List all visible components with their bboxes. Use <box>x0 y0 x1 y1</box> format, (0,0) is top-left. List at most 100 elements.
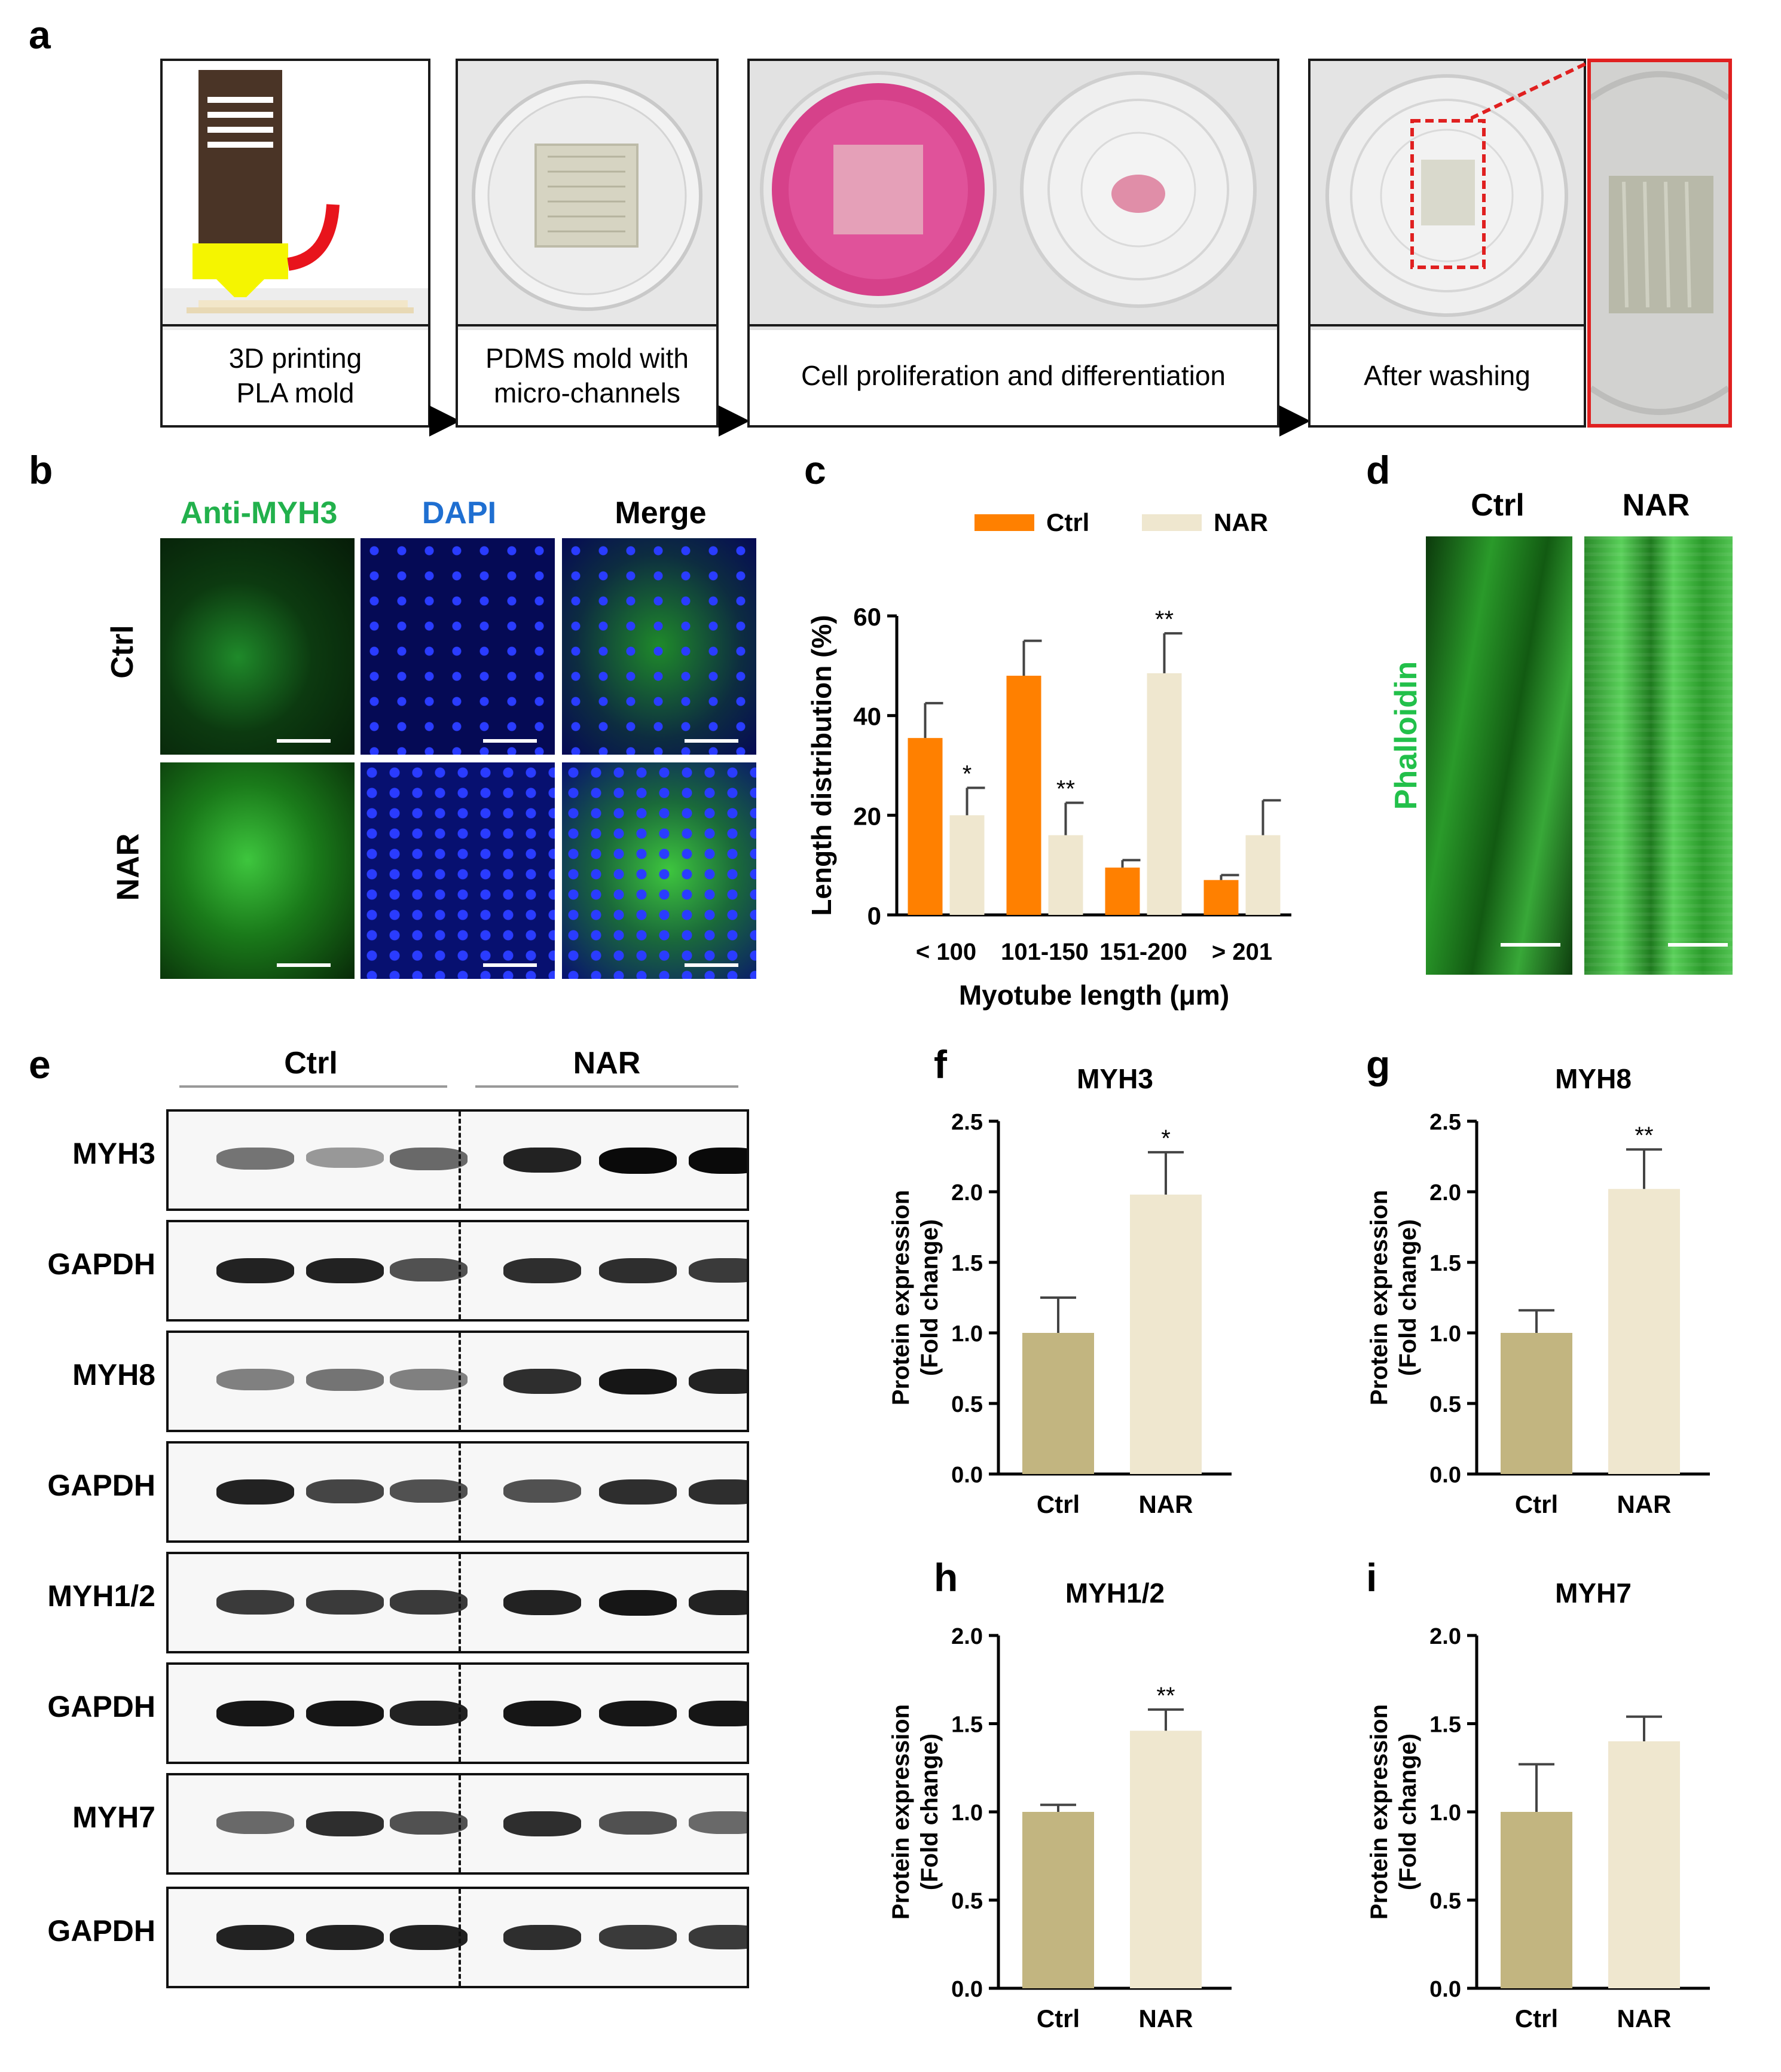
blot-band <box>503 1811 581 1836</box>
y-tick-label: 0.5 <box>1429 1889 1461 1914</box>
step-after-washing: After washing <box>1308 59 1586 428</box>
y-axis-label-line1: Protein expression <box>888 1704 914 1920</box>
stain-label-phalloidin: Phalloidin <box>1389 661 1424 810</box>
image-ctrl-phalloidin <box>1426 536 1572 975</box>
group-underline-nar <box>475 1085 738 1088</box>
blot-band <box>390 1701 468 1726</box>
image-nar-merge <box>562 762 756 979</box>
blot-label-myh7: MYH7 <box>72 1801 155 1834</box>
x-tick-label: Ctrl <box>1037 2004 1080 2033</box>
blot-label-myh3: MYH3 <box>72 1137 155 1170</box>
y-tick-label: 2.5 <box>951 1110 983 1135</box>
bar-ctrl <box>1105 867 1140 915</box>
blot-band <box>599 1925 677 1949</box>
lane-divider <box>459 1112 461 1209</box>
blot-band <box>306 1369 384 1391</box>
image-ctrl-merge <box>562 538 756 755</box>
step-pdms-mold: PDMS mold with micro-channels <box>456 59 719 428</box>
blot-band <box>503 1590 581 1616</box>
y-tick-label: 1.0 <box>951 1801 983 1826</box>
bar-nar <box>1130 1731 1202 1988</box>
y-tick-label: 0.5 <box>1429 1392 1461 1417</box>
chart-title: MYH1/2 <box>1065 1577 1165 1609</box>
x-tick-label: Ctrl <box>1515 1490 1558 1518</box>
significance-mark: ** <box>1635 1122 1653 1149</box>
blot-band <box>689 1369 747 1394</box>
row-label-ctrl: Ctrl <box>105 625 140 679</box>
y-tick-label: 2.0 <box>1429 1180 1461 1206</box>
blot-band <box>216 1148 294 1170</box>
blot-strip <box>166 1773 749 1875</box>
blot-band <box>689 1811 747 1834</box>
blot-band <box>599 1479 677 1505</box>
blot-band <box>599 1369 677 1395</box>
blot-strip <box>166 1220 749 1322</box>
legend-label-nar: NAR <box>1214 508 1268 536</box>
y-axis-label-line2: (Fold change) <box>917 1219 943 1376</box>
y-tick-label: 0.0 <box>951 1977 983 2002</box>
blot-band <box>599 1148 677 1174</box>
lane-divider <box>459 1665 461 1762</box>
blot-band <box>306 1148 384 1168</box>
blot-band <box>599 1811 677 1835</box>
bar-nar <box>1608 1189 1680 1474</box>
lane-divider <box>459 1444 461 1540</box>
chart-myh3: MYH3 0.0 0.5 1.0 1.5 2.0 2.5 Ctrl * NAR Protein ex… <box>888 1063 1232 1518</box>
lane-divider <box>459 1222 461 1319</box>
x-tick-label: NAR <box>1617 1490 1672 1518</box>
y-tick-label: 0.5 <box>951 1889 983 1914</box>
y-tick-label: 2.0 <box>951 1180 983 1206</box>
y-tick-label: 40 <box>853 703 881 731</box>
chart-title: MYH3 <box>1077 1063 1153 1094</box>
bar-ctrl <box>1501 1333 1572 1474</box>
blot-band <box>503 1925 581 1950</box>
zoom-inset-photo <box>1591 62 1728 424</box>
zoom-connector <box>1471 60 1591 120</box>
group-label-ctrl: Ctrl <box>284 1046 338 1081</box>
blot-band <box>689 1701 747 1727</box>
blot-band <box>390 1479 468 1503</box>
blot-band <box>503 1369 581 1394</box>
x-tick-label: 101-150 <box>1001 939 1089 965</box>
column-label-nar: NAR <box>1622 488 1690 523</box>
significance-mark: ** <box>1056 776 1075 802</box>
blot-band <box>306 1479 384 1503</box>
blot-label-gapdh: GAPDH <box>47 1469 155 1502</box>
image-ctrl-myh3 <box>160 538 355 755</box>
y-tick-label: 2.0 <box>951 1624 983 1649</box>
blot-band <box>689 1590 747 1616</box>
blot-band <box>599 1701 677 1727</box>
bar-nar <box>1608 1741 1680 1988</box>
x-axis-label: Myotube length (μm) <box>959 979 1229 1011</box>
y-axis-label-line2: (Fold change) <box>1395 1734 1421 1890</box>
legend-label-ctrl: Ctrl <box>1046 508 1089 536</box>
column-label-anti-myh3: Anti-MYH3 <box>180 496 338 530</box>
blot-band <box>503 1148 581 1173</box>
y-tick-label: 1.5 <box>951 1713 983 1738</box>
blot-label-gapdh: GAPDH <box>47 1690 155 1723</box>
blot-band <box>306 1925 384 1951</box>
y-axis-label-line2: (Fold change) <box>1395 1219 1421 1376</box>
pdms-mold-photo <box>458 61 716 330</box>
image-nar-dapi <box>361 762 555 979</box>
x-tick-label: Ctrl <box>1037 1490 1080 1518</box>
blot-band <box>390 1811 468 1835</box>
panel-label-b: b <box>29 448 53 492</box>
y-tick-label: 1.5 <box>1429 1251 1461 1276</box>
legend-swatch-ctrl <box>974 514 1034 531</box>
lane-divider <box>459 1554 461 1651</box>
y-tick-label: 0 <box>867 902 881 930</box>
bar-ctrl <box>1006 676 1041 915</box>
y-tick-label: 0.0 <box>1429 1463 1461 1488</box>
bar-ctrl <box>1203 880 1239 915</box>
panel-label-e: e <box>29 1042 51 1087</box>
blot-band <box>503 1701 581 1727</box>
bar-ctrl <box>1022 1333 1094 1474</box>
step-caption: 3D printing PLA mold <box>163 324 428 425</box>
y-tick-label: 0.0 <box>1429 1977 1461 2002</box>
column-label-dapi: DAPI <box>421 496 497 530</box>
significance-mark: ** <box>1155 606 1174 633</box>
lane-divider <box>459 1333 461 1430</box>
bar-ctrl <box>1501 1812 1572 1988</box>
x-tick-label: 151-200 <box>1099 939 1187 965</box>
